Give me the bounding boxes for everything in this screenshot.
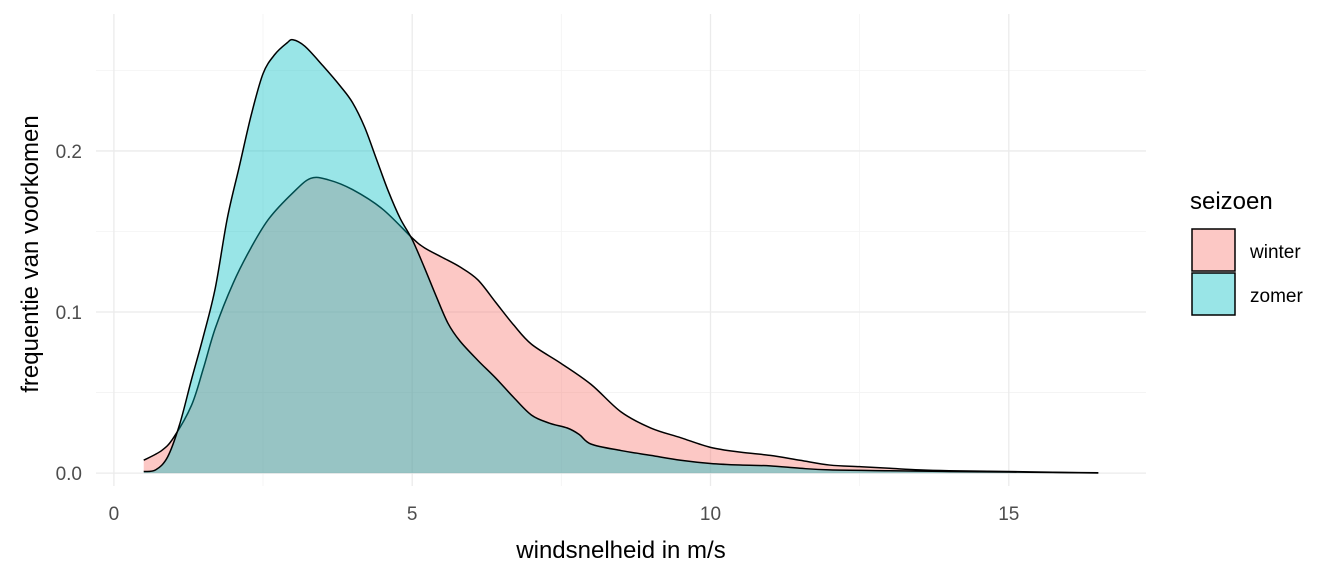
y-tick-label: 0.2: [56, 142, 82, 163]
y-axis-title: frequentie van voorkomen: [17, 115, 44, 393]
legend-key-winter: [1191, 228, 1236, 272]
legend-key-zomer: [1191, 272, 1236, 316]
x-tick-label: 10: [700, 504, 721, 525]
legend-label-winter: winter: [1249, 242, 1301, 263]
x-axis-title: windsnelheid in m/s: [515, 537, 725, 564]
x-tick-label: 0: [109, 504, 120, 525]
density-area-winter: [143, 177, 1099, 474]
density-area-zomer: [143, 39, 1099, 474]
x-tick-label: 15: [998, 504, 1019, 525]
legend-title: seizoen: [1190, 188, 1273, 215]
x-axis-ticks: 0 5 10 15: [109, 504, 1020, 525]
y-axis-ticks: 0.0 0.1 0.2: [56, 142, 82, 485]
density-outline-winter: [143, 176, 1099, 474]
legend: seizoen winter zomer: [1190, 188, 1303, 316]
legend-items: winter zomer: [1191, 228, 1303, 316]
density-outline-zomer: [143, 38, 1099, 474]
x-tick-label: 5: [407, 504, 418, 525]
grid: [96, 14, 1146, 486]
series-layer: [143, 38, 1099, 474]
y-tick-label: 0.0: [56, 464, 82, 485]
y-tick-label: 0.1: [56, 303, 82, 324]
legend-label-zomer: zomer: [1250, 286, 1303, 307]
